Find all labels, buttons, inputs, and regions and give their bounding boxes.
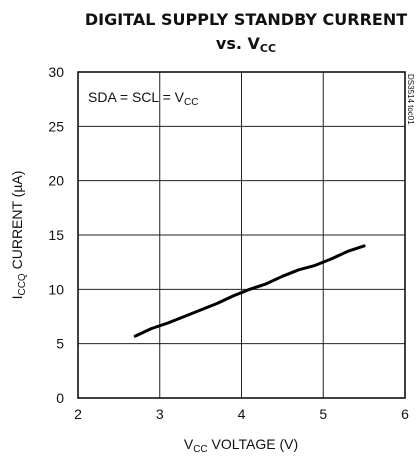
y-tick-label: 20 <box>48 173 64 189</box>
series-line <box>133 244 366 338</box>
x-tick-label: 5 <box>319 406 327 422</box>
x-tick-label: 2 <box>74 406 82 422</box>
y-tick-label: 30 <box>48 64 64 80</box>
chart-title-line1: DIGITAL SUPPLY STANDBY CURRENT <box>85 10 407 29</box>
chart-title-line2-prefix: vs. V <box>216 34 261 53</box>
annotation-sub: CC <box>184 97 198 108</box>
series <box>133 244 366 338</box>
x-axis-label: VCC VOLTAGE (V) <box>184 436 298 455</box>
plot-frame <box>77 71 406 399</box>
x-tick-label: 4 <box>238 406 246 422</box>
y-axis-label-prefix: I <box>9 296 25 300</box>
y-tick-label: 0 <box>56 390 64 406</box>
x-tick-labels: 2 3 4 5 6 <box>74 406 409 422</box>
annotation-prefix: SDA = SCL = V <box>88 89 185 105</box>
x-tick-label: 3 <box>156 406 164 422</box>
figure-id: DS3514 toc01 <box>406 74 415 125</box>
y-axis-label: ICCQ CURRENT (µA) <box>9 171 28 300</box>
y-axis-label-sub: CCQ <box>17 273 28 295</box>
y-tick-labels: 0 5 10 15 20 25 30 <box>48 64 64 406</box>
grid <box>78 72 405 398</box>
chart-title-line2-sub: CC <box>260 42 276 55</box>
condition-annotation: SDA = SCL = VCC <box>88 89 198 108</box>
x-axis-label-sub: CC <box>193 444 207 455</box>
x-axis-label-prefix: V <box>184 436 194 452</box>
y-tick-label: 25 <box>48 118 64 134</box>
y-tick-label: 5 <box>56 336 64 352</box>
chart-title-line2: vs. VCC <box>216 34 276 55</box>
y-tick-label: 15 <box>48 227 64 243</box>
y-axis-label-suffix: CURRENT (µA) <box>9 171 25 274</box>
x-axis-label-suffix: VOLTAGE (V) <box>208 436 299 452</box>
x-tick-label: 6 <box>401 406 409 422</box>
y-tick-label: 10 <box>48 281 64 297</box>
